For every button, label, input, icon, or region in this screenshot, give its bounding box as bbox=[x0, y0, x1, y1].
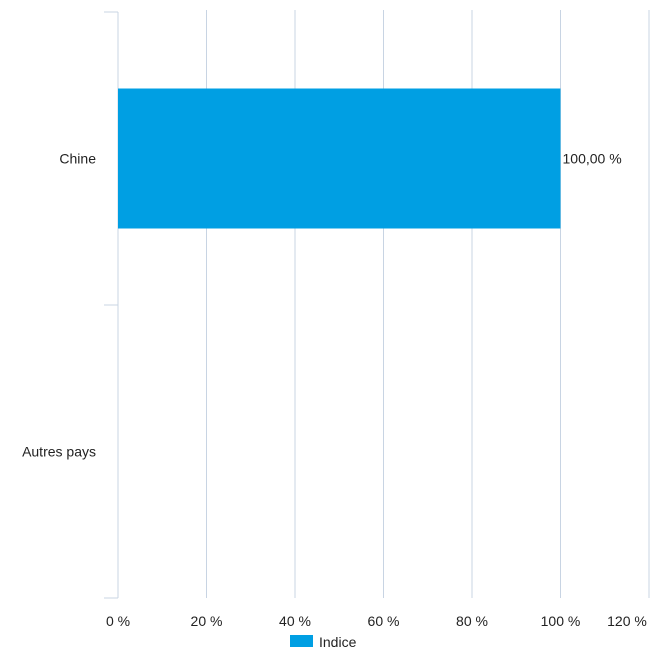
legend-swatch bbox=[290, 635, 313, 647]
x-tick-label: 120 % bbox=[607, 613, 647, 629]
value-axis-tick-labels: 0 % 20 % 40 % 60 % 80 % 100 % 120 % bbox=[106, 613, 647, 629]
category-labels: Chine Autres pays bbox=[22, 151, 96, 460]
category-label: Autres pays bbox=[22, 444, 96, 460]
bar bbox=[118, 88, 561, 229]
x-tick-label: 60 % bbox=[368, 613, 400, 629]
data-label: 100,00 % bbox=[563, 151, 622, 167]
bars bbox=[118, 88, 561, 229]
x-tick-label: 0 % bbox=[106, 613, 130, 629]
category-label: Chine bbox=[59, 151, 96, 167]
category-axis bbox=[104, 11, 119, 599]
x-tick-label: 40 % bbox=[279, 613, 311, 629]
legend-label: Indice bbox=[319, 634, 357, 650]
legend: Indice bbox=[290, 634, 357, 650]
x-tick-label: 100 % bbox=[541, 613, 581, 629]
data-labels: 100,00 % bbox=[563, 151, 622, 167]
x-tick-label: 20 % bbox=[191, 613, 223, 629]
x-tick-label: 80 % bbox=[456, 613, 488, 629]
